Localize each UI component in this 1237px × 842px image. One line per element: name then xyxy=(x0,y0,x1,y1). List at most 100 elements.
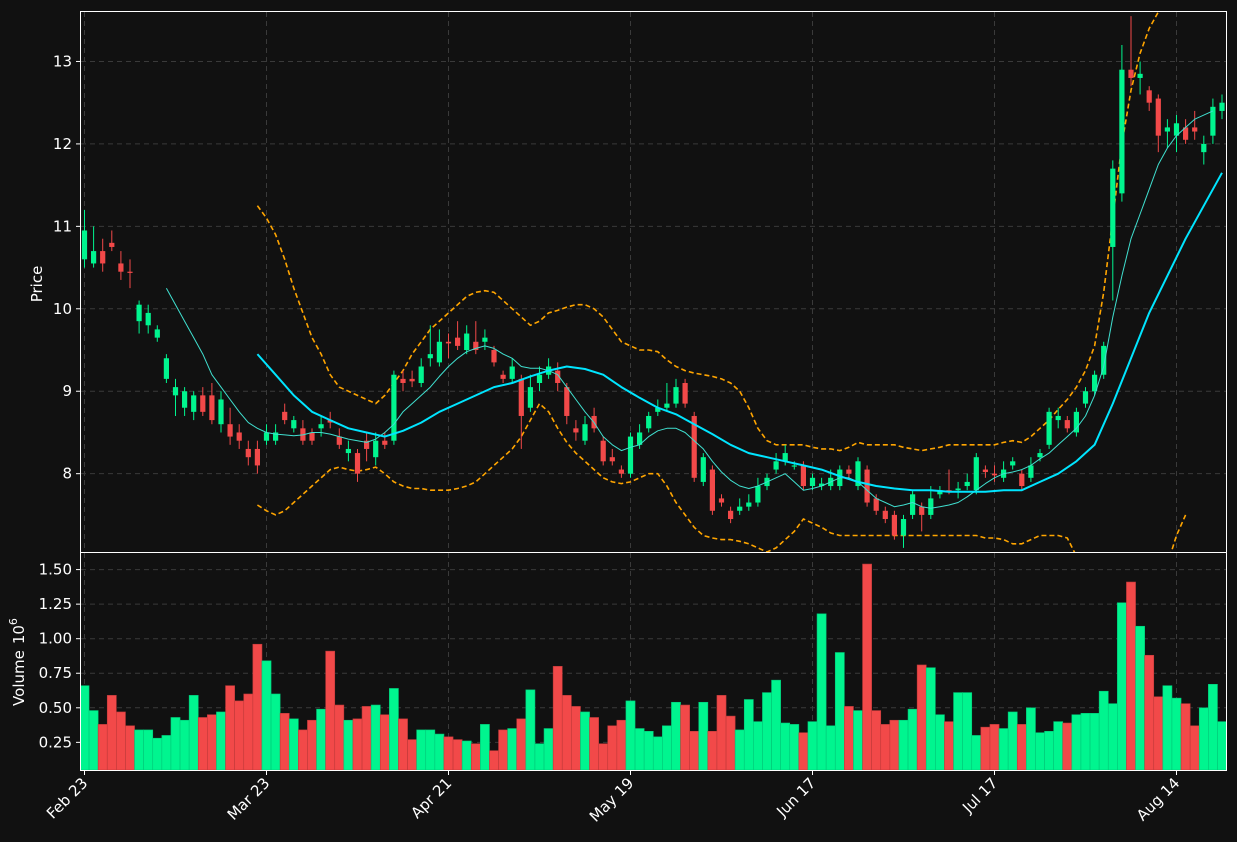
volume-bar-up xyxy=(389,688,399,770)
band-upper-line xyxy=(256,12,1160,452)
bollinger-bands xyxy=(256,12,1187,552)
candle-body-down xyxy=(1183,127,1189,140)
candle-body-up xyxy=(1028,465,1034,478)
candle-body-up xyxy=(182,391,188,408)
volume-bar-up xyxy=(507,728,518,770)
volume-bar-down xyxy=(616,719,627,770)
candle-body-down xyxy=(1128,69,1134,78)
volume-bar-up xyxy=(1071,714,1082,770)
volume-bar-up xyxy=(789,724,800,770)
price-tick-label: 11 xyxy=(53,217,72,235)
volume-bar-down xyxy=(407,739,417,770)
candle-body-up xyxy=(955,488,961,491)
volume-bar-down xyxy=(234,700,245,770)
volume-bar-down xyxy=(452,739,463,770)
volume-bar-up xyxy=(998,728,1009,770)
moving-average-fast xyxy=(165,110,1214,509)
volume-bar-down xyxy=(125,725,135,770)
candle-body-down xyxy=(209,395,215,421)
volume-bar-up xyxy=(1198,707,1209,770)
volume-axis-exponent-base: 10 xyxy=(10,625,28,644)
candle-body-down xyxy=(382,440,388,445)
volume-bar-up xyxy=(1135,625,1145,770)
candle-body-down xyxy=(882,510,888,520)
candle-body-down xyxy=(127,271,133,273)
volume-tick-label: 0.75 xyxy=(39,664,72,682)
volume-bar-up xyxy=(734,729,745,770)
volume-bar-down xyxy=(552,666,563,770)
volume-bar-down xyxy=(1016,724,1027,770)
volume-bar-down xyxy=(571,706,581,770)
candle-body-up xyxy=(1110,168,1116,247)
volume-bar-down xyxy=(798,732,809,770)
volume-bar-up xyxy=(935,714,945,770)
candle-body-down xyxy=(800,465,806,487)
volume-bar-up xyxy=(671,701,681,770)
band-lower-line xyxy=(256,402,1187,552)
candle-body-up xyxy=(154,329,160,338)
candle-body-down xyxy=(1064,420,1070,429)
volume-tick-label: 0.25 xyxy=(39,733,72,751)
volume-bar-up xyxy=(1208,684,1218,770)
volume-bar-up xyxy=(434,733,445,770)
volume-bar-up xyxy=(425,729,436,770)
candle-body-up xyxy=(1201,143,1207,153)
volume-bar-down xyxy=(707,730,718,770)
candle-body-down xyxy=(227,424,233,437)
volume-bar-up xyxy=(834,652,845,770)
candle-body-up xyxy=(1137,73,1143,78)
candle-body-down xyxy=(982,469,988,473)
candle-body-up xyxy=(582,424,588,441)
candle-body-up xyxy=(1073,411,1079,433)
volume-bar-down xyxy=(561,695,572,770)
volume-bar-up xyxy=(698,701,709,770)
candle-body-up xyxy=(1082,391,1089,404)
volume-bar-up xyxy=(1044,730,1054,770)
candle-body-up xyxy=(664,403,670,408)
candle-body-up xyxy=(700,457,706,482)
candle-body-down xyxy=(564,387,570,416)
candle-body-up xyxy=(418,366,424,383)
candle-body-down xyxy=(600,440,606,462)
candle-body-up xyxy=(172,387,179,396)
moving-averages xyxy=(165,110,1223,509)
candle-body-down xyxy=(109,242,115,247)
candle-body-up xyxy=(809,477,816,487)
volume-bar-up xyxy=(1117,602,1127,770)
candle-body-down xyxy=(336,436,342,445)
volume-bar-down xyxy=(207,714,217,770)
candle-body-down xyxy=(354,453,361,474)
candle-body-up xyxy=(855,461,861,487)
volume-tick-label: 1.25 xyxy=(39,595,72,613)
candle-body-up xyxy=(291,420,297,429)
volume-bar-down xyxy=(197,717,208,770)
volume-bar-down xyxy=(989,724,1000,770)
candle-body-down xyxy=(728,510,734,520)
candle-body-down xyxy=(118,263,124,272)
candle-body-up xyxy=(737,506,743,511)
volume-bar-down xyxy=(944,721,954,770)
candle-body-up xyxy=(136,304,142,322)
candle-body-up xyxy=(1119,69,1125,194)
volume-bar-up xyxy=(762,692,772,770)
volume-bar-up xyxy=(925,667,936,770)
volume-bar-down xyxy=(307,719,317,770)
volume-bar-up xyxy=(907,708,918,770)
volume-bar-down xyxy=(1144,654,1155,770)
candle-body-down xyxy=(1019,473,1025,487)
volume-bar-down xyxy=(352,718,363,770)
candle-body-down xyxy=(846,469,852,474)
volume-bar-down xyxy=(298,729,308,770)
volume-bar-up xyxy=(962,692,973,770)
volume-bar-up xyxy=(1107,703,1118,770)
volume-bar-down xyxy=(916,664,927,770)
volume-bar-up xyxy=(534,743,545,770)
candle-body-up xyxy=(91,251,97,264)
volume-bar-up xyxy=(525,689,536,770)
volume-bar-up xyxy=(816,613,827,770)
volume-bar-up xyxy=(898,719,909,770)
candle-body-up xyxy=(655,407,661,412)
candle-body-up xyxy=(1010,461,1016,466)
candle-body-up xyxy=(782,453,788,462)
volume-bar-up xyxy=(134,729,144,770)
